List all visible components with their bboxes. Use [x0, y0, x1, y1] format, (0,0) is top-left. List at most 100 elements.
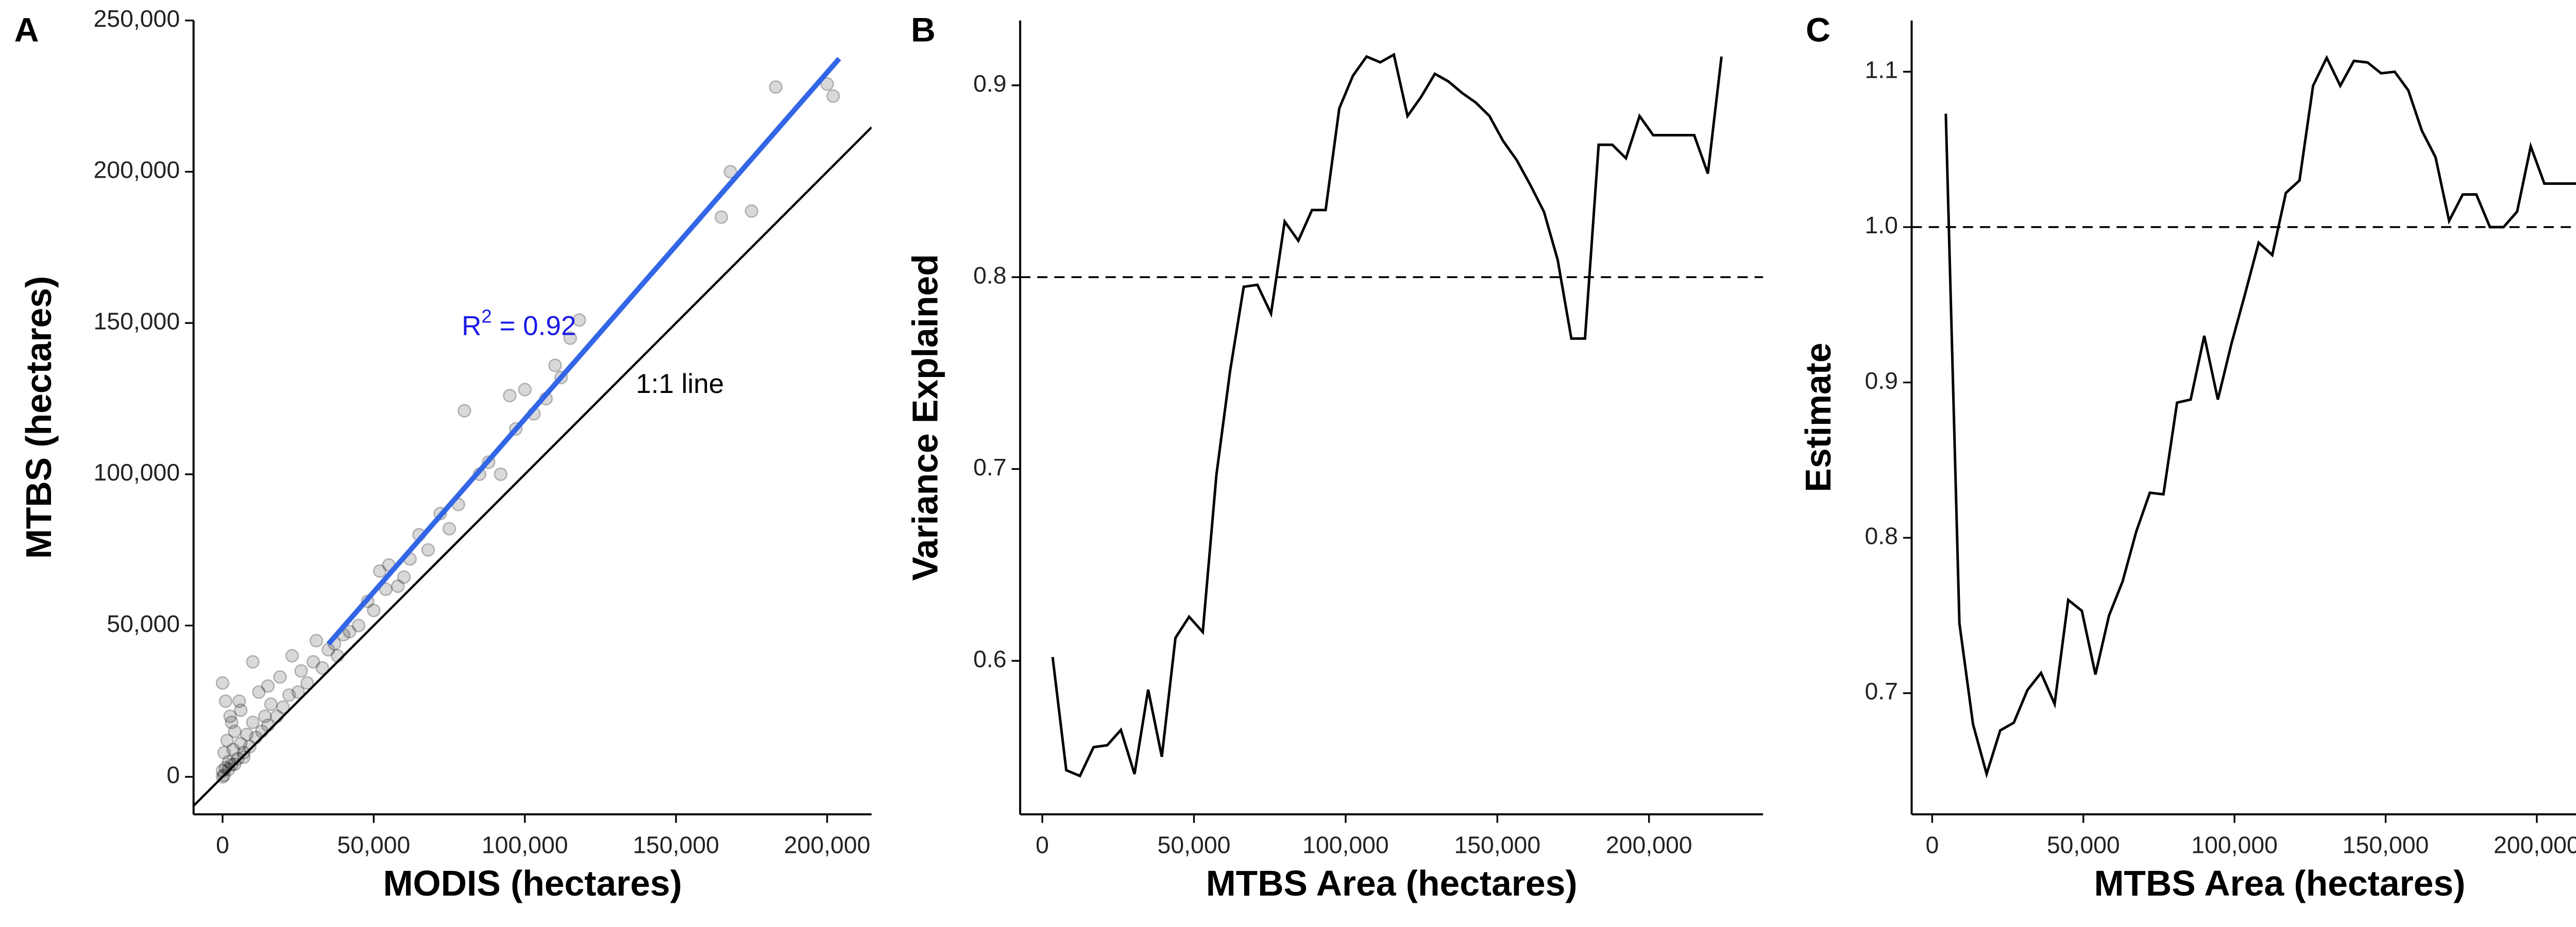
annotation-text: = 0.92: [492, 311, 577, 341]
x-tick-label: 100,000: [482, 831, 568, 858]
point: [391, 579, 405, 593]
fit-line: [326, 57, 841, 646]
point: [563, 331, 578, 345]
point: [226, 743, 240, 757]
point: [222, 754, 236, 769]
data-line: [1944, 55, 2576, 779]
point: [457, 404, 471, 418]
point: [220, 733, 234, 748]
y-tick-label: 0.7: [973, 454, 1007, 480]
annotation-superscript: 2: [481, 305, 492, 327]
point: [518, 383, 532, 397]
y-tick-label: 1.0: [1865, 212, 1898, 238]
x-tick-label: 200,000: [1606, 831, 1692, 858]
point: [243, 740, 257, 753]
x-tick-label: 0: [1925, 831, 1939, 858]
point: [330, 649, 345, 663]
point: [228, 724, 242, 739]
point: [351, 619, 366, 632]
point: [826, 89, 840, 103]
x-tick-label: 50,000: [1158, 831, 1231, 858]
point: [572, 313, 586, 327]
point: [769, 80, 783, 94]
y-tick-label: 50,000: [107, 610, 180, 637]
point: [723, 165, 737, 179]
y-tick-label: 0: [166, 762, 180, 788]
point: [379, 582, 393, 596]
point: [261, 679, 275, 693]
point: [217, 746, 231, 760]
x-tick-label: 150,000: [1454, 831, 1540, 858]
point: [494, 467, 508, 482]
point: [282, 688, 296, 702]
point: [246, 715, 260, 729]
y-tick-label: 0.8: [1865, 523, 1898, 550]
point: [223, 709, 237, 724]
point: [820, 77, 834, 91]
plot-area: [1020, 53, 1764, 778]
panel-label: A: [14, 11, 39, 49]
x-tick-label: 100,000: [1302, 831, 1389, 858]
y-tick-label: 1.1: [1865, 57, 1898, 83]
y-tick-label: 0.8: [973, 262, 1007, 288]
point: [258, 709, 272, 724]
x-tick-label: 0: [1036, 831, 1049, 858]
point: [744, 204, 759, 218]
x-tick-label: 200,000: [2494, 831, 2576, 858]
panel-label: B: [911, 11, 936, 49]
y-tick-label: 150,000: [93, 307, 180, 334]
point: [246, 655, 260, 669]
point: [421, 543, 435, 557]
y-axis-title: MTBS (hectares): [19, 276, 59, 559]
point: [273, 670, 287, 684]
point: [225, 758, 239, 772]
reference-line: [193, 126, 872, 807]
point: [300, 676, 314, 690]
y-axis-title: Estimate: [1798, 342, 1838, 492]
point: [264, 697, 278, 711]
point: [548, 358, 562, 372]
y-tick-label: 200,000: [93, 157, 180, 183]
point: [367, 604, 381, 617]
point: [285, 649, 299, 663]
point: [291, 685, 305, 699]
x-tick-label: 50,000: [337, 831, 410, 858]
point: [240, 727, 254, 742]
point: [714, 210, 728, 224]
point: [225, 715, 239, 729]
point: [252, 685, 266, 699]
point: [294, 664, 308, 678]
point: [231, 751, 245, 766]
x-axis-title: MTBS Area (hectares): [2094, 863, 2465, 903]
y-tick-label: 100,000: [93, 459, 180, 486]
x-tick-label: 150,000: [2343, 831, 2429, 858]
x-tick-label: 200,000: [784, 831, 871, 858]
annotation: R2 = 0.92: [462, 305, 576, 341]
x-tick-label: 50,000: [2047, 831, 2120, 858]
point: [233, 703, 248, 717]
x-tick-label: 0: [216, 831, 229, 858]
y-tick-label: 0.6: [973, 645, 1007, 672]
point: [218, 694, 233, 708]
point: [372, 564, 387, 578]
point: [503, 388, 517, 403]
y-axis-title: Variance Explained: [905, 254, 945, 581]
point: [276, 700, 290, 714]
y-tick-label: 0.9: [973, 70, 1007, 97]
point: [233, 736, 248, 751]
point: [236, 746, 251, 760]
plot-area: [1911, 55, 2576, 779]
panel-label: C: [1806, 11, 1831, 49]
y-tick-label: 0.9: [1865, 367, 1898, 394]
x-axis-title: MODIS (hectares): [383, 863, 682, 903]
x-tick-label: 100,000: [2191, 831, 2278, 858]
point: [215, 676, 230, 690]
point: [306, 655, 320, 669]
x-axis-title: MTBS Area (hectares): [1206, 863, 1578, 903]
point: [442, 522, 456, 536]
annotation-base: R: [462, 311, 481, 341]
data-line: [1051, 53, 1723, 778]
x-tick-label: 150,000: [633, 831, 719, 858]
